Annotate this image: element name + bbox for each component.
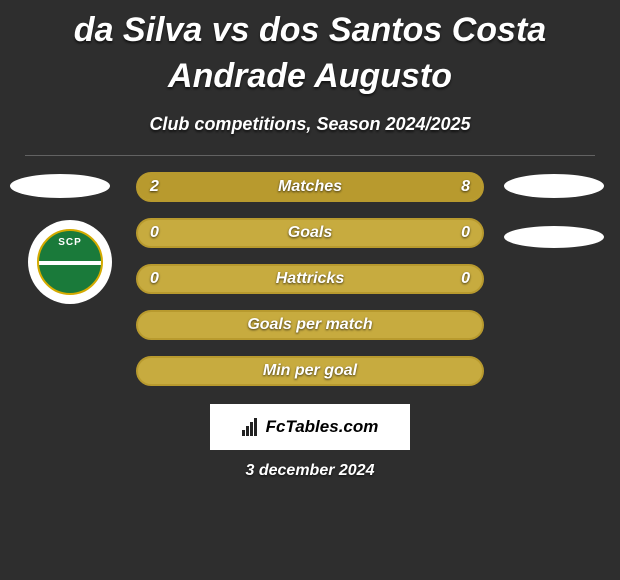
player-left-badge: [10, 174, 110, 198]
divider: [25, 155, 595, 156]
stat-label: Goals per match: [138, 316, 482, 334]
bars-icon: [242, 418, 262, 436]
stat-label: Min per goal: [138, 362, 482, 380]
stat-value-left: 0: [150, 270, 159, 288]
stat-row: Goals0 0: [136, 218, 484, 248]
stat-value-right: 0: [461, 270, 470, 288]
stat-label: Goals: [138, 224, 482, 242]
stat-row: Hattricks0 0: [136, 264, 484, 294]
player-right-badge: [504, 174, 604, 198]
player-right-badge-2: [504, 226, 604, 248]
page-title: da Silva vs dos Santos Costa Andrade Aug…: [0, 0, 620, 100]
stat-row: Min per goal: [136, 356, 484, 386]
stat-value-left: 0: [150, 224, 159, 242]
comparison-chart: SCP Matches28Goals00Hattricks00Goals per…: [0, 172, 620, 386]
stat-row: Goals per match: [136, 310, 484, 340]
club-logo-text: SCP: [58, 237, 82, 248]
club-logo-left: SCP: [20, 220, 120, 304]
date-text: 3 december 2024: [0, 462, 620, 480]
stat-value-right: 0: [461, 224, 470, 242]
stat-value-left: 2: [150, 178, 159, 196]
brand-box: FcTables.com: [210, 404, 410, 450]
stat-value-right: 8: [461, 178, 470, 196]
stat-label: Hattricks: [138, 270, 482, 288]
stat-row: Matches2 8: [136, 172, 484, 202]
stat-bars: Matches28Goals00Hattricks00Goals per mat…: [136, 172, 484, 386]
brand-text: FcTables.com: [266, 417, 379, 437]
stat-label: Matches: [138, 178, 482, 196]
subtitle: Club competitions, Season 2024/2025: [0, 114, 620, 135]
